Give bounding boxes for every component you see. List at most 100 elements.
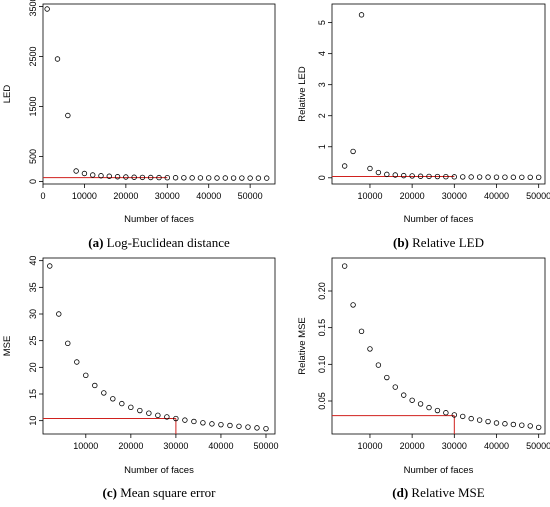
- x-tick-label: 0: [40, 191, 45, 201]
- y-tick-label: 30: [28, 309, 38, 319]
- data-point: [44, 6, 50, 12]
- data-point: [350, 148, 356, 155]
- data-point: [426, 404, 432, 411]
- caption-text: Mean square error: [117, 485, 216, 500]
- data-point: [443, 174, 449, 180]
- x-tick-label: 30000: [163, 441, 188, 451]
- data-point: [451, 412, 458, 418]
- data-point: [119, 400, 125, 407]
- data-point: [409, 397, 415, 403]
- data-point: [476, 417, 483, 423]
- data-point: [358, 12, 365, 18]
- data-point: [222, 175, 228, 181]
- data-point: [218, 421, 224, 428]
- data-point: [375, 169, 382, 176]
- data-point: [189, 175, 195, 181]
- y-tick-label: 0.20: [317, 282, 327, 300]
- data-point: [206, 175, 212, 181]
- data-point: [54, 56, 61, 62]
- data-point: [409, 173, 415, 179]
- x-tick-label: 50000: [253, 441, 278, 451]
- x-tick-label: 20000: [118, 441, 143, 451]
- x-axis-label: Number of faces: [404, 214, 474, 225]
- data-point: [510, 421, 517, 428]
- y-tick-label: 1500: [28, 96, 38, 116]
- y-axis-label: Relative MSE: [297, 317, 308, 375]
- data-point: [197, 175, 204, 181]
- y-axis-label: LED: [2, 85, 13, 104]
- data-point: [417, 401, 424, 407]
- chart-panel-2: 10000 20000 30000 40000 50000 10 15 20 25 30 35 40 N…: [2, 256, 279, 500]
- data-point: [209, 421, 215, 427]
- caption-text: Relative MSE: [408, 485, 485, 500]
- y-tick-label: 0.10: [317, 356, 327, 374]
- y-tick-label: 4: [317, 51, 327, 56]
- data-point: [128, 404, 134, 411]
- caption-text: Log-Euclidean distance: [103, 235, 230, 250]
- data-point: [65, 112, 71, 119]
- chart-panel-3: 10000 20000 30000 40000 50000 0.05 0.10 0.15 0.2…: [297, 257, 550, 500]
- data-point: [106, 173, 112, 179]
- data-point: [164, 414, 170, 420]
- subfigure-caption: (c) Mean square error: [103, 485, 217, 500]
- y-tick-label: 35: [28, 282, 38, 292]
- data-point: [200, 420, 206, 426]
- data-point: [173, 415, 179, 422]
- data-point: [451, 174, 458, 180]
- y-axis-label: MSE: [2, 336, 13, 357]
- x-tick-label: 20000: [400, 441, 425, 451]
- data-point: [65, 340, 71, 347]
- data-point: [155, 412, 161, 419]
- data-point: [434, 173, 441, 180]
- data-point: [247, 175, 253, 181]
- caption-label: (b): [393, 235, 409, 250]
- data-point: [527, 423, 533, 429]
- data-point: [443, 410, 449, 416]
- data-point: [164, 174, 170, 181]
- y-tick-label: 1: [317, 144, 327, 149]
- x-tick-label: 10000: [73, 441, 98, 451]
- x-tick-label: 30000: [155, 191, 180, 201]
- y-tick-label: 3500: [28, 0, 38, 17]
- x-tick-label: 40000: [196, 191, 221, 201]
- caption-label: (c): [103, 485, 117, 500]
- y-tick-label: 500: [28, 149, 38, 164]
- data-point: [417, 173, 424, 179]
- data-point: [519, 422, 525, 428]
- data-point: [137, 407, 143, 414]
- data-point: [172, 175, 179, 181]
- y-tick-label: 2: [317, 113, 327, 118]
- subfigure-caption: (b) Relative LED: [393, 235, 484, 250]
- x-axis-label: Number of faces: [124, 465, 194, 476]
- caption-text: Relative LED: [409, 235, 484, 250]
- data-point: [182, 417, 188, 423]
- data-point: [460, 174, 466, 180]
- plot-frame: [42, 257, 276, 435]
- data-point: [535, 424, 542, 431]
- data-point: [510, 174, 517, 180]
- data-point: [367, 346, 373, 352]
- data-point: [401, 392, 407, 398]
- data-point: [81, 170, 88, 177]
- data-point: [401, 172, 407, 179]
- data-point: [341, 163, 348, 169]
- y-axis-label: Relative LED: [297, 66, 308, 122]
- data-point: [236, 423, 242, 429]
- x-tick-label: 20000: [400, 191, 425, 201]
- data-point: [502, 174, 508, 180]
- data-point: [384, 374, 390, 381]
- x-tick-label: 50000: [526, 441, 550, 451]
- data-point: [367, 165, 373, 172]
- y-tick-label: 10: [28, 416, 38, 426]
- data-point: [114, 174, 121, 180]
- data-point: [350, 302, 356, 308]
- y-tick-label: 5: [317, 20, 327, 25]
- caption-label: (d): [392, 485, 408, 500]
- x-tick-label: 10000: [357, 191, 382, 201]
- data-point: [485, 418, 491, 425]
- data-point: [358, 328, 365, 335]
- x-axis-label: Number of faces: [404, 465, 474, 476]
- x-tick-label: 10000: [72, 191, 97, 201]
- plot-frame: [331, 257, 546, 435]
